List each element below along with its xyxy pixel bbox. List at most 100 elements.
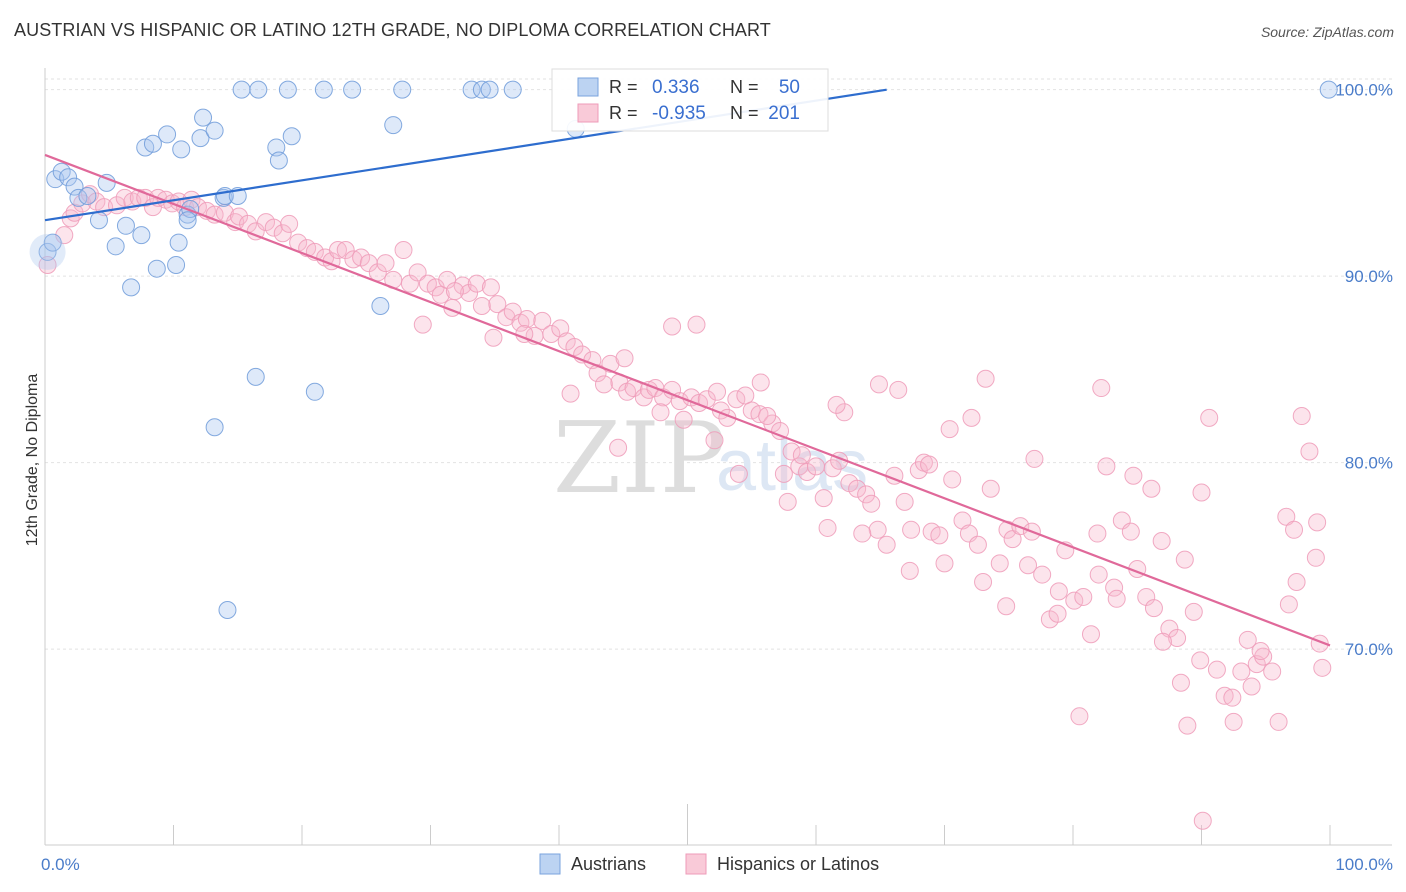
hispanic-point <box>1089 565 1108 584</box>
hispanic-point <box>431 285 450 304</box>
hispanic-point <box>940 420 959 439</box>
hispanic-point <box>1292 407 1311 426</box>
x-tick-labels: 0.0% 100.0% <box>41 855 1393 874</box>
hispanic-point <box>1121 522 1140 541</box>
austrian-point <box>218 601 237 620</box>
hispanic-point <box>1152 531 1171 550</box>
hispanic-point <box>1105 578 1124 597</box>
hispanic-point <box>853 524 872 543</box>
austrian-point <box>172 140 191 159</box>
austrian-point <box>29 233 66 270</box>
y-axis-label: 12th Grade, No Diploma <box>24 374 41 547</box>
hispanic-point <box>835 403 854 422</box>
hispanic-point <box>848 479 867 498</box>
stats-r-value: 0.336 <box>652 77 700 98</box>
hispanic-point <box>727 390 746 409</box>
hispanic-point <box>1306 548 1325 567</box>
hispanic-point <box>445 282 464 301</box>
hispanic-point <box>1153 632 1172 651</box>
hispanic-point <box>1171 673 1190 692</box>
hispanic-point <box>1232 662 1251 681</box>
hispanic-point <box>981 479 1000 498</box>
austrian-point <box>191 129 210 148</box>
hispanic-points <box>38 185 1332 830</box>
hispanic-point <box>1200 408 1219 427</box>
hispanic-point <box>708 382 727 401</box>
bottom-legend: Austrians Hispanics or Latinos <box>539 853 879 875</box>
hispanic-point <box>935 554 954 573</box>
hispanic-point <box>674 410 693 429</box>
austrian-point <box>205 418 224 437</box>
austrian-point <box>278 80 297 99</box>
hispanic-point <box>408 263 427 282</box>
hispanic-point <box>895 492 914 511</box>
hispanic-point <box>869 375 888 394</box>
austrian-point <box>480 80 499 99</box>
hispanic-point <box>1049 582 1068 601</box>
hispanic-point <box>533 311 552 330</box>
hispanic-point <box>1279 595 1298 614</box>
hispanic-point <box>1124 466 1143 485</box>
hispanic-point <box>1308 513 1327 532</box>
hispanic-point <box>1088 524 1107 543</box>
source-label: Source: ZipAtlas.com <box>1260 24 1394 40</box>
y-tick-label: 100.0% <box>1335 81 1393 100</box>
y-tick-labels: 70.0% 80.0% 90.0% 100.0% <box>1335 81 1393 660</box>
hispanic-point <box>1074 587 1093 606</box>
hispanic-point <box>1223 688 1242 707</box>
x-tick-label: 0.0% <box>41 855 80 874</box>
austrian-point <box>384 116 403 135</box>
legend-swatch <box>539 853 561 875</box>
hispanic-point <box>565 338 584 357</box>
hispanic-point <box>1168 628 1187 647</box>
chart-title: AUSTRIAN VS HISPANIC OR LATINO 12TH GRAD… <box>14 20 771 40</box>
hispanic-point <box>1269 712 1288 731</box>
austrian-point <box>178 211 197 230</box>
hispanic-trend-line <box>44 153 1331 647</box>
y-tick-label: 90.0% <box>1345 267 1393 286</box>
hispanic-point <box>920 455 939 474</box>
hispanic-point <box>1313 658 1332 677</box>
hispanic-point <box>1097 457 1116 476</box>
hispanic-point <box>857 485 876 504</box>
austrian-point <box>181 200 200 219</box>
hispanic-point <box>1263 662 1282 681</box>
austrian-point <box>305 382 324 401</box>
hispanic-point <box>328 241 347 260</box>
hispanic-point <box>615 349 634 368</box>
austrian-point <box>158 125 177 144</box>
hispanic-point <box>467 274 486 293</box>
austrian-point <box>371 296 390 315</box>
austrian-point <box>43 233 62 252</box>
hispanic-point <box>868 520 887 539</box>
hispanic-point <box>488 295 507 314</box>
austrian-point <box>1319 80 1338 99</box>
hispanic-point <box>481 278 500 297</box>
hispanic-point <box>460 283 479 302</box>
austrian-point <box>89 211 108 230</box>
hispanic-point <box>889 380 908 399</box>
hispanic-point <box>609 438 628 457</box>
hispanic-point <box>1224 712 1243 731</box>
hispanic-point <box>823 459 842 478</box>
hispanic-point <box>588 364 607 383</box>
hispanic-point <box>774 464 793 483</box>
legend-swatch <box>685 853 707 875</box>
austrian-point <box>282 127 301 146</box>
austrian-point <box>78 186 97 205</box>
austrian-point <box>132 226 151 245</box>
austrian-point <box>116 216 135 235</box>
hispanic-point <box>594 375 613 394</box>
hispanic-point <box>1160 619 1179 638</box>
austrian-point <box>232 80 251 99</box>
hispanic-point <box>900 561 919 580</box>
austrian-point <box>246 367 265 386</box>
austrian-point <box>314 80 333 99</box>
stats-n-value: 50 <box>779 77 800 98</box>
austrian-point <box>143 134 162 153</box>
hispanic-point <box>1184 602 1203 621</box>
hispanic-point <box>997 597 1016 616</box>
hispanic-point <box>1242 677 1261 696</box>
x-tick-label: 100.0% <box>1335 855 1393 874</box>
austrian-point <box>269 151 288 170</box>
